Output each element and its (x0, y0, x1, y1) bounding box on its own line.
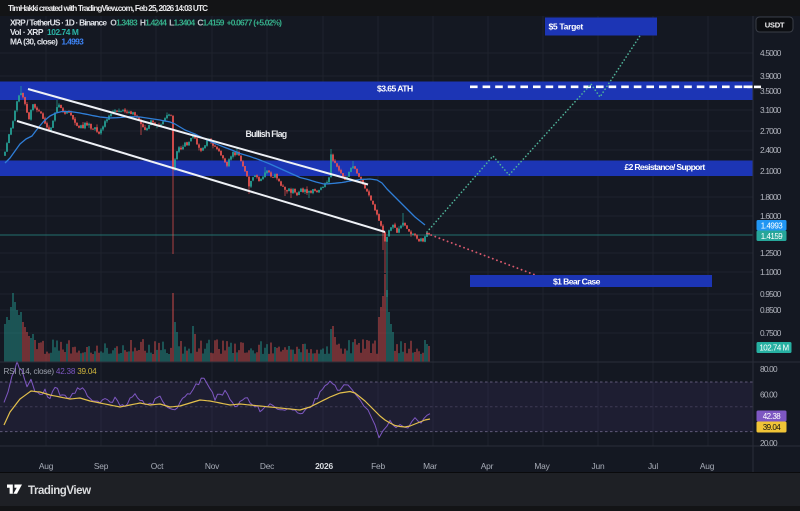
svg-text:Bullish Flag: Bullish Flag (246, 129, 287, 139)
svg-text:$5 Target: $5 Target (549, 22, 584, 32)
svg-text:3.9000: 3.9000 (760, 71, 782, 81)
svg-text:Aug: Aug (700, 461, 715, 471)
svg-text:Jul: Jul (648, 461, 658, 471)
svg-text:2026: 2026 (315, 461, 333, 471)
svg-text:May: May (534, 461, 550, 471)
svg-text:0.7500: 0.7500 (760, 328, 782, 338)
svg-text:USDT: USDT (765, 20, 785, 29)
svg-text:$1 Bear Case: $1 Bear Case (553, 276, 601, 286)
svg-text:60.00: 60.00 (760, 390, 778, 400)
svg-text:Feb: Feb (371, 461, 385, 471)
svg-text:1.4159: 1.4159 (761, 232, 784, 241)
svg-text:42.38: 42.38 (763, 412, 782, 421)
svg-text:Nov: Nov (205, 461, 220, 471)
svg-text:2.4000: 2.4000 (760, 145, 782, 155)
svg-text:80.00: 80.00 (760, 364, 778, 374)
svg-text:Aug: Aug (39, 461, 54, 471)
svg-text:Jun: Jun (592, 461, 605, 471)
svg-text:Mar: Mar (423, 461, 437, 471)
svg-text:Dec: Dec (260, 461, 274, 471)
svg-text:102.74 M: 102.74 M (759, 344, 789, 353)
svg-text:Apr: Apr (481, 461, 494, 471)
svg-text:2.1000: 2.1000 (760, 166, 782, 176)
svg-text:1.4993: 1.4993 (761, 221, 784, 230)
svg-text:20.00: 20.00 (760, 438, 778, 448)
svg-text:TradingView: TradingView (28, 485, 91, 497)
svg-text:1.1000: 1.1000 (760, 267, 782, 277)
svg-text:MA (30, close)1.4993: MA (30, close) 1.4993 (10, 37, 84, 47)
svg-text:$3.65 ATH: $3.65 ATH (377, 84, 413, 94)
svg-text:0.9500: 0.9500 (760, 289, 782, 299)
svg-text:1.8000: 1.8000 (760, 192, 782, 202)
svg-text:1.6000: 1.6000 (760, 211, 782, 221)
svg-text:Sep: Sep (94, 461, 109, 471)
svg-text:0.8500: 0.8500 (760, 305, 782, 315)
svg-text:3.5000: 3.5000 (760, 86, 782, 96)
svg-text:RSI (14, close) 42.38 39.04: RSI (14, close) 42.38 39.04 (4, 367, 98, 376)
svg-text:2.7000: 2.7000 (760, 126, 782, 136)
svg-text:TimHakki created with TradingV: TimHakki created with TradingView.com, F… (8, 4, 208, 13)
svg-text:39.04: 39.04 (763, 423, 782, 432)
svg-text:£2 Resistance/ Support: £2 Resistance/ Support (625, 162, 706, 172)
svg-text:3.1000: 3.1000 (760, 105, 782, 115)
svg-text:4.5000: 4.5000 (760, 48, 782, 58)
svg-text:1.2500: 1.2500 (760, 248, 782, 258)
svg-text:Oct: Oct (151, 461, 164, 471)
